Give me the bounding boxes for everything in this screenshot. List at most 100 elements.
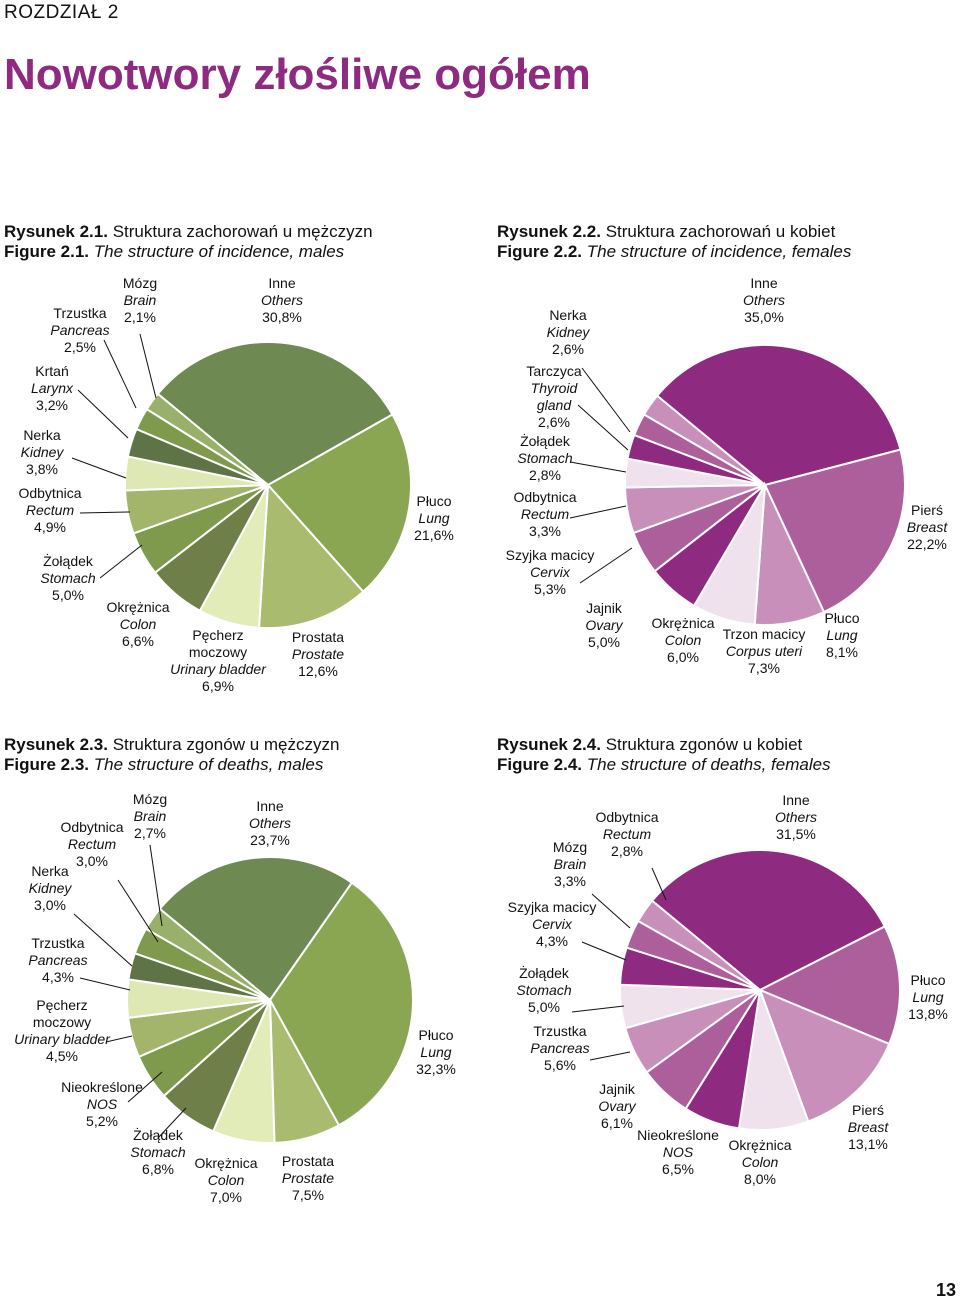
leader-line (117, 879, 159, 943)
slice-label-cervix: Szyjka macicy Cervix 5,3% (506, 547, 595, 597)
pie-slice-others (156, 341, 394, 487)
figure-caption-4: Rysunek 2.4. Struktura zgonów u kobiet F… (497, 735, 831, 775)
figure-caption-2: Rysunek 2.2. Struktura zachorowań u kobi… (497, 222, 851, 262)
slice-label-rectum: Odbytnica Rectum 3,0% (60, 819, 123, 869)
caption-pl-label: Rysunek 2.3. (4, 735, 108, 754)
pie-slice-breast (763, 448, 906, 614)
slice-label-colon: Okrężnica Colon 8,0% (728, 1137, 791, 1187)
pie-slice-rectum (636, 899, 761, 991)
leader-line (579, 547, 633, 584)
slice-label-urinary-bladder: Pęcherz moczowy Urinary bladder 6,9% (170, 627, 267, 694)
pie-slice-kidney (642, 394, 766, 486)
slice-label-kidney: Nerka Kidney 3,0% (29, 863, 73, 913)
slice-label-colon: Okrężnica Colon 6,0% (651, 615, 714, 665)
slice-label-others: Inne Others 23,7% (249, 798, 291, 848)
leader-line (73, 913, 133, 967)
leader-line (591, 893, 631, 929)
leader-line (99, 544, 143, 579)
slice-label-ovary: Jajnik Ovary 6,1% (598, 1081, 636, 1131)
caption-en-text: The structure of incidence, males (93, 242, 345, 261)
slice-label-kidney: Nerka Kidney 3,8% (21, 427, 65, 477)
caption-en-label: Figure 2.4. (497, 755, 583, 774)
caption-pl-text: Struktura zachorowań u mężczyzn (112, 222, 373, 241)
caption-pl-label: Rysunek 2.1. (4, 222, 108, 241)
slice-label-ovary: Jajnik Ovary 5,0% (585, 600, 623, 650)
leader-line (569, 461, 627, 473)
pie-chart-2: Inne Others 35,0% Pierś Breast 22,2% Płuco Lung… (506, 275, 949, 676)
slice-label-lung: Płuco Lung 8,1% (824, 610, 859, 660)
slice-label-breast: Pierś Breast 22,2% (907, 502, 949, 552)
leader-line (103, 339, 137, 409)
slice-label-lung: Płuco Lung 13,8% (908, 972, 948, 1022)
caption-en-label: Figure 2.3. (4, 755, 90, 774)
slice-label-pancreas: Trzustka Pancreas 2,5% (50, 305, 109, 355)
slice-label-stomach: Żołądek Stomach 2,8% (517, 432, 572, 483)
pie-slice-brain (145, 392, 269, 486)
pie-slice-lung (757, 925, 901, 1046)
slice-label-rectum: Odbytnica Rectum 2,8% (595, 809, 658, 859)
slice-label-cervix: Szyjka macicy Cervix 4,3% (508, 899, 597, 949)
leader-line (157, 1107, 187, 1139)
caption-pl-label: Rysunek 2.2. (497, 222, 601, 241)
slice-label-brain: Mózg Brain 2,7% (133, 791, 167, 841)
pie-slice-others (158, 856, 354, 1002)
leader-line (651, 867, 667, 901)
leader-line (149, 844, 163, 927)
slice-label-breast: Pierś Breast 13,1% (848, 1102, 890, 1152)
leader-line (105, 1035, 133, 1043)
slice-label-brain: Mózg Brain 3,3% (553, 839, 587, 889)
leader-line (127, 1071, 163, 1103)
slice-label-others: Inne Others 35,0% (743, 275, 785, 325)
leader-line (581, 367, 631, 433)
figure-caption-3: Rysunek 2.3. Struktura zgonów u mężczyzn… (4, 735, 339, 775)
pie-chart-4: Inne Others 31,5% Płuco Lung 13,8% Pierś Breast… (508, 792, 948, 1187)
pie-chart-1: Inne Others 30,8% Płuco Lung 21,6% Prostata Pro… (18, 275, 453, 694)
leader-line (139, 333, 157, 399)
caption-pl-label: Rysunek 2.4. (497, 735, 601, 754)
pie-slice-lung (266, 413, 412, 594)
pie-slice-breast (758, 988, 891, 1123)
leader-line (71, 457, 127, 479)
leader-line (77, 389, 129, 439)
slice-label-kidney: Nerka Kidney 2,6% (547, 307, 591, 357)
slice-label-others: Inne Others 31,5% (775, 792, 817, 842)
caption-en-text: The structure of deaths, females (586, 755, 831, 774)
slice-label-prostate: Prostata Prostate 12,6% (292, 629, 344, 679)
caption-pl-text: Struktura zachorowań u kobiet (605, 222, 836, 241)
leader-line (581, 941, 627, 961)
slice-label-others: Inne Others 30,8% (261, 275, 303, 325)
slice-label-pancreas: Trzustka Pancreas 5,6% (530, 1023, 589, 1073)
leader-line (577, 404, 629, 451)
slice-label-larynx: Krtań Larynx 3,2% (31, 363, 74, 413)
slice-label-nos: Nieokreślone NOS 6,5% (637, 1127, 719, 1177)
chapter-label: ROZDZIAŁ 2 (4, 2, 119, 23)
slice-label-rectum: Odbytnica Rectum 3,3% (513, 489, 576, 539)
slice-label-thyroid-gland: Tarczyca Thyroid gland 2,6% (526, 363, 581, 430)
leader-line (79, 511, 131, 514)
slice-label-nos: Nieokreślone NOS 5,2% (61, 1079, 143, 1129)
leader-line (571, 1005, 625, 1013)
leader-line (589, 1051, 631, 1061)
slice-label-lung: Płuco Lung 21,6% (414, 493, 454, 543)
page-number: 13 (935, 1280, 956, 1300)
caption-pl-text: Struktura zgonów u kobiet (605, 735, 803, 754)
leader-line (569, 505, 627, 519)
pie-slice-prostate (257, 482, 365, 630)
slice-label-pancreas: Trzustka Pancreas 4,3% (28, 935, 87, 985)
slice-label-stomach: Żołądek Stomach 6,8% (130, 1126, 185, 1177)
figure-caption-1: Rysunek 2.1. Struktura zachorowań u mężc… (4, 222, 373, 262)
caption-en-text: The structure of deaths, males (93, 755, 324, 774)
leader-line (79, 977, 131, 991)
slice-label-brain: Mózg Brain 2,1% (123, 275, 157, 325)
slice-label-lung: Płuco Lung 32,3% (416, 1027, 456, 1077)
caption-en-text: The structure of incidence, females (586, 242, 852, 261)
slice-label-urinary-bladder: Pęcherz moczowy Urinary bladder 4,5% (14, 997, 111, 1064)
caption-en-label: Figure 2.2. (497, 242, 583, 261)
slice-label-prostate: Prostata Prostate 7,5% (282, 1153, 334, 1203)
slice-label-stomach: Żołądek Stomach 5,0% (516, 964, 571, 1015)
page-title: Nowotwory złośliwe ogółem (4, 50, 591, 99)
pie-slice-others (655, 344, 902, 487)
pie-chart-3: Inne Others 23,7% Płuco Lung 32,3% Prostata Pro… (14, 791, 456, 1205)
slice-label-colon: Okrężnica Colon 7,0% (194, 1155, 257, 1205)
